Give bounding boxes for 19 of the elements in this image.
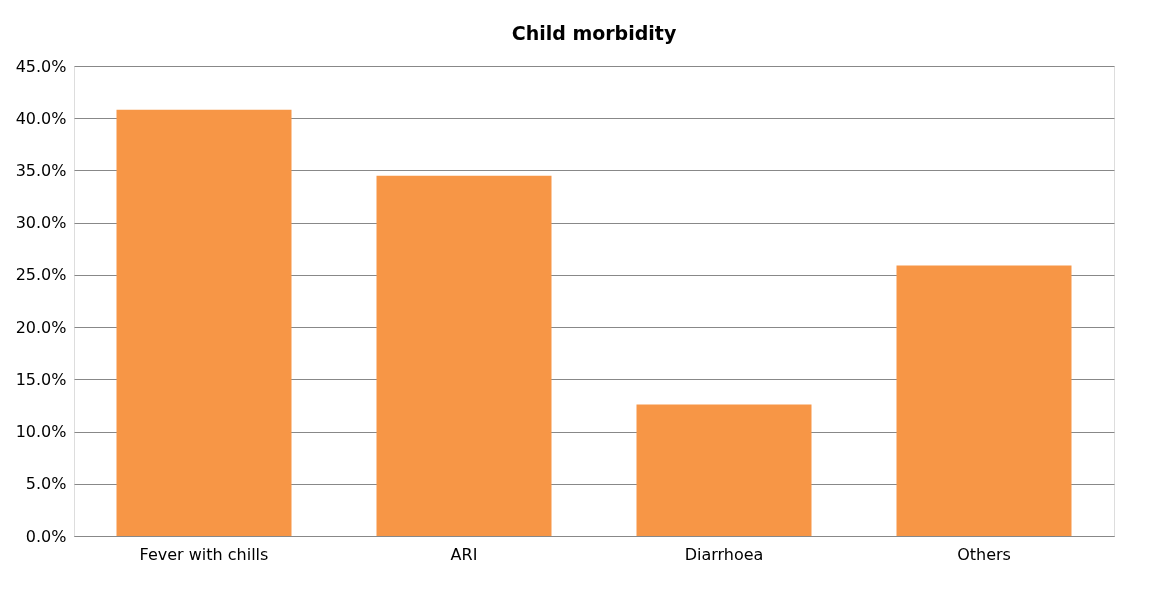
y-tick-label: 25.0% <box>15 265 67 285</box>
bar <box>896 265 1072 536</box>
y-tick-label: 35.0% <box>15 160 67 180</box>
bar <box>116 109 292 536</box>
x-tick-label: Others <box>957 544 1011 564</box>
y-tick-label: 10.0% <box>15 422 67 442</box>
y-tick-label: 45.0% <box>15 56 67 76</box>
x-tick-label: ARI <box>450 544 478 564</box>
x-tick-label: Diarrhoea <box>684 544 764 564</box>
chart-title: Child morbidity <box>511 22 677 44</box>
y-tick-label: 30.0% <box>15 213 67 233</box>
y-tick-label: 40.0% <box>15 108 67 128</box>
y-tick-label: 5.0% <box>25 474 67 494</box>
y-tick-label: 20.0% <box>15 317 67 337</box>
bar <box>376 175 552 536</box>
bar <box>636 404 812 536</box>
x-tick-label: Fever with chills <box>139 544 269 564</box>
y-tick-label: 15.0% <box>15 369 67 389</box>
y-tick-label: 0.0% <box>25 526 67 546</box>
